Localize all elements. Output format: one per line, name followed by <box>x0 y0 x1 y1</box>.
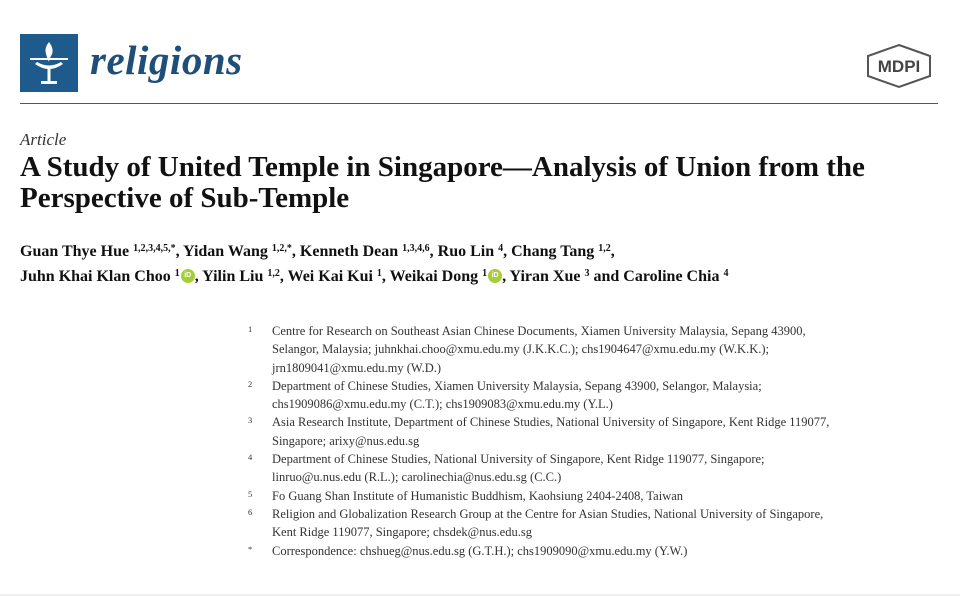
author-affiliation-marker: 1,2 <box>267 268 280 279</box>
author-name: Weikai Dong <box>389 268 479 285</box>
affiliation-line: Correspondence: chshueg@nus.edu.sg (G.T.… <box>272 543 688 558</box>
affiliation-item: 5 Fo Guang Shan Institute of Humanistic B… <box>244 487 944 505</box>
page-title: A Study of United Temple in Singapore—An… <box>20 151 865 214</box>
author-name: Yidan Wang <box>182 243 268 260</box>
author-affiliation-marker: 1 <box>174 268 180 279</box>
author-affiliation-marker: 4 <box>498 243 504 254</box>
affiliation-text: Asia Research Institute, Department of C… <box>272 413 944 450</box>
author-separator: , <box>429 243 438 260</box>
affiliation-line: Asia Research Institute, Department of C… <box>272 415 830 430</box>
affiliation-line: jrn1809041@xmu.edu.my (W.D.) <box>272 360 442 375</box>
author-separator: , <box>194 268 203 285</box>
affiliation-item: * Correspondence: chshueg@nus.edu.sg (G.T… <box>244 542 944 560</box>
journal-name: religions <box>90 37 243 83</box>
author-affiliation-marker: 1 <box>376 268 382 279</box>
author-affiliation-marker: 1,2 <box>598 243 611 254</box>
author-name: Yilin Liu <box>202 268 264 285</box>
affiliation-line: chs1909086@xmu.edu.my (C.T.); chs1909083… <box>272 397 613 412</box>
author-affiliation-marker: 1,2,* <box>271 243 292 254</box>
affiliation-text: Fo Guang Shan Institute of Humanistic Bu… <box>272 487 944 505</box>
author-name: Chang Tang <box>511 243 595 260</box>
affiliation-number: 3 <box>248 415 253 426</box>
affiliation-line: Kent Ridge 119077, Singapore; chsdek@nus… <box>272 525 532 540</box>
affiliation-line: Department of Chinese Studies, National … <box>272 452 765 467</box>
author-affiliation-marker: 1,3,4,6 <box>402 243 430 254</box>
author-affiliation-marker: 3 <box>584 268 590 279</box>
header-divider <box>20 103 938 104</box>
affiliation-line: Department of Chinese Studies, Xiamen Un… <box>272 378 762 393</box>
author-affiliation-marker: 4 <box>723 268 729 279</box>
affiliation-item: 1 Centre for Research on Southeast Asian … <box>244 322 944 377</box>
affiliation-list: 1 Centre for Research on Southeast Asian … <box>244 322 944 560</box>
religions-logo-icon <box>20 34 78 92</box>
author-separator: , <box>279 268 288 285</box>
affiliation-number: 6 <box>248 506 253 517</box>
affiliation-number: * <box>248 543 253 554</box>
affiliation-text: Religion and Globalization Research Grou… <box>272 505 944 542</box>
orcid-icon[interactable] <box>488 269 503 283</box>
mdpi-logo-icon: MDPI <box>862 42 936 90</box>
affiliation-line: Singapore; arixy@nus.edu.sg <box>272 433 420 448</box>
author-separator: and <box>589 268 624 285</box>
affiliation-number: 2 <box>248 378 253 389</box>
affiliation-text: Department of Chinese Studies, Xiamen Un… <box>272 377 944 414</box>
bottom-divider <box>0 594 960 596</box>
author-separator: , <box>610 243 615 260</box>
publisher-name: MDPI <box>878 57 921 76</box>
affiliation-item: 2 Department of Chinese Studies, Xiamen U… <box>244 377 944 414</box>
author-name: Caroline Chia <box>623 268 720 285</box>
author-list: Guan Thye Hue 1,2,3,4,5,*, Yidan Wang 1,… <box>20 239 930 289</box>
orcid-icon[interactable] <box>180 269 195 283</box>
affiliation-text: Centre for Research on Southeast Asian C… <box>272 322 944 377</box>
author-separator: , <box>502 268 510 285</box>
author-name: Juhn Khai Klan Choo <box>20 268 171 285</box>
author-affiliation-marker: 1,2,3,4,5,* <box>133 243 176 254</box>
author-name: Yiran Xue <box>509 268 581 285</box>
author-separator: , <box>175 243 183 260</box>
author-name: Wei Kai Kui <box>287 268 373 285</box>
affiliation-line: Religion and Globalization Research Grou… <box>272 506 824 521</box>
affiliation-line: Centre for Research on Southeast Asian C… <box>272 324 806 338</box>
affiliation-item: 4 Department of Chinese Studies, National… <box>244 450 944 487</box>
affiliation-line: Fo Guang Shan Institute of Humanistic Bu… <box>272 488 684 503</box>
affiliation-number: 1 <box>248 324 253 334</box>
author-separator: , <box>381 268 390 285</box>
author-affiliation-marker: 1 <box>482 268 488 279</box>
affiliation-line: Selangor, Malaysia; juhnkhai.choo@xmu.ed… <box>272 342 769 357</box>
affiliation-item: 6 Religion and Globalization Research Gro… <box>244 505 944 542</box>
affiliation-number: 5 <box>248 488 253 499</box>
journal-header: religions MDPI <box>20 34 938 104</box>
article-type: Article <box>20 130 67 149</box>
author-separator: , <box>291 243 300 260</box>
author-name: Ruo Lin <box>437 243 495 260</box>
author-name: Kenneth Dean <box>299 243 399 260</box>
affiliation-item: 3 Asia Research Institute, Department of … <box>244 413 944 450</box>
author-separator: , <box>503 243 512 260</box>
author-name: Guan Thye Hue <box>20 243 130 260</box>
affiliation-text: Correspondence: chshueg@nus.edu.sg (G.T.… <box>272 542 944 560</box>
affiliation-line: linruo@u.nus.edu (R.L.); carolinechia@nu… <box>272 470 562 485</box>
affiliation-number: 4 <box>248 452 253 463</box>
affiliation-text: Department of Chinese Studies, National … <box>272 450 944 487</box>
